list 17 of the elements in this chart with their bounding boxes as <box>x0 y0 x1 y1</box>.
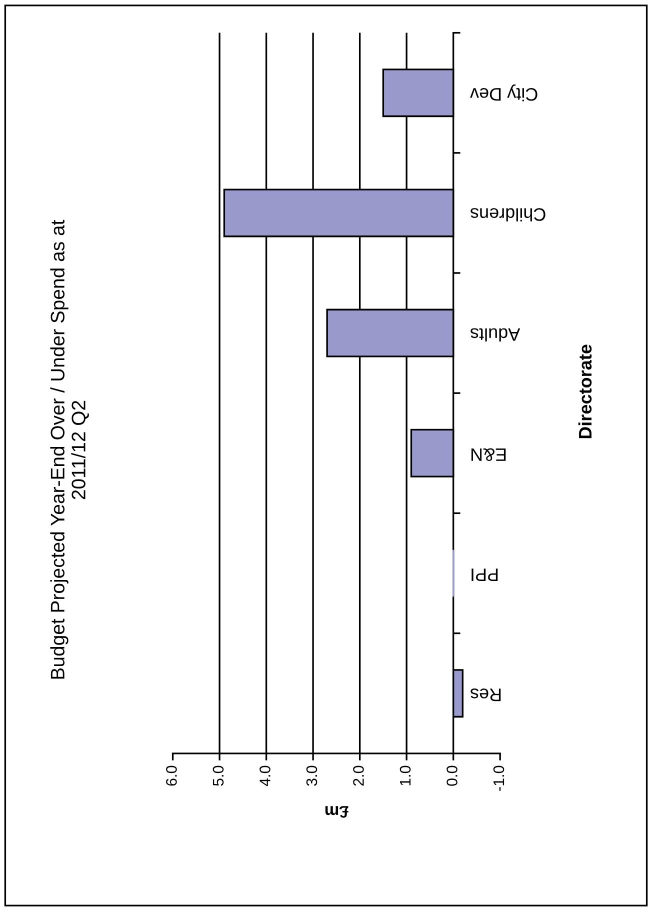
y-tick-label: E&N <box>471 448 506 461</box>
x-axis-title: £m <box>325 806 348 818</box>
x-tick-label: 5.0 <box>212 766 224 786</box>
x-tick-label: 3.0 <box>306 766 318 786</box>
y-tick-label: Res <box>470 688 501 702</box>
text: Budget Projected Year-End Over / Under Spend as at 2011/12 Q2 <box>50 220 89 679</box>
x-tick-label: 1.0 <box>400 766 411 786</box>
x-tick-label: 6.0 <box>166 766 177 786</box>
y-tick-label: PPI <box>472 568 498 581</box>
x-tick-label: 4.0 <box>260 766 270 786</box>
x-tick-label: -1.0 <box>493 766 504 791</box>
y-tick-label: Adults <box>470 328 520 342</box>
x-tick-label: 2.0 <box>353 766 364 786</box>
x-tick-label: 0.0 <box>446 766 458 786</box>
y-tick-label: Childrens <box>470 208 546 222</box>
y-axis-title: Directorate <box>578 344 592 438</box>
y-tick-label: City Dev <box>470 84 538 102</box>
